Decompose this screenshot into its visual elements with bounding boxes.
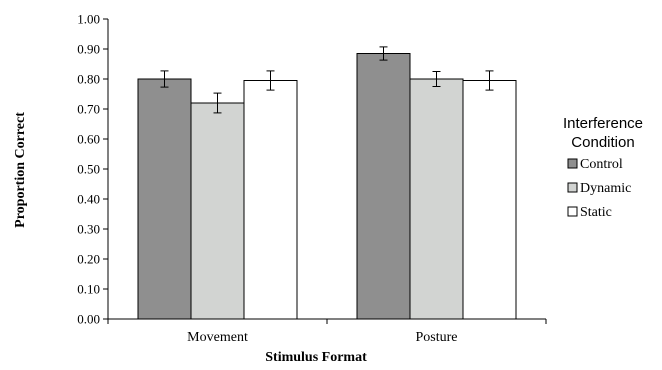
legend-label-dynamic: Dynamic [580, 181, 631, 196]
bar-control-posture [356, 53, 411, 320]
x-axis-label: Stimulus Format [265, 350, 367, 365]
legend-title-line2: Condition [571, 134, 634, 151]
bar-static-movement [243, 80, 298, 320]
y-tick-label: 0.40 [77, 192, 100, 207]
y-tick-label: 0.20 [77, 252, 100, 267]
legend-label-static: Static [580, 205, 612, 220]
y-tick-label: 0.00 [77, 312, 100, 327]
bar-dynamic-movement [190, 102, 245, 320]
x-tick-label: Movement [187, 330, 248, 345]
bar-static-posture [462, 80, 517, 320]
y-tick-label: 0.10 [77, 282, 100, 297]
legend: Interference Condition Control Dynamic Sta… [563, 115, 643, 220]
bar-dynamic-posture [409, 78, 464, 320]
legend-swatch-static [567, 206, 578, 217]
legend-label-control: Control [580, 157, 623, 172]
y-axis-label: Proportion Correct [13, 112, 28, 228]
y-tick-label: 0.60 [77, 132, 100, 147]
plot-area: 0.00 0.10 0.20 0.30 0.40 0.50 0.60 0.70 0.80 0.90… [77, 12, 547, 345]
y-tick-label: 0.50 [77, 162, 100, 177]
bar-control-movement [137, 78, 192, 320]
y-tick-label: 0.90 [77, 42, 100, 57]
x-tick-label: Posture [416, 330, 458, 345]
legend-swatch-control [567, 158, 578, 169]
legend-title-line1: Interference [563, 115, 643, 132]
y-tick-label: 1.00 [77, 12, 100, 27]
y-tick-label: 0.30 [77, 222, 100, 237]
legend-items: Control Dynamic Static [567, 157, 631, 220]
legend-swatch-dynamic [567, 182, 578, 193]
y-tick-label: 0.70 [77, 102, 100, 117]
y-tick-label: 0.80 [77, 72, 100, 87]
